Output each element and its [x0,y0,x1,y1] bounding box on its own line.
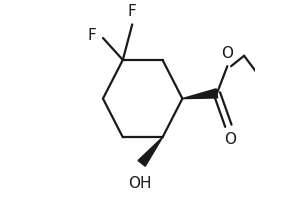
Text: OH: OH [128,176,151,191]
Text: O: O [221,46,233,61]
Text: O: O [224,132,236,147]
Polygon shape [138,137,163,166]
Text: F: F [128,4,136,19]
Text: F: F [88,28,97,43]
Polygon shape [182,89,218,98]
